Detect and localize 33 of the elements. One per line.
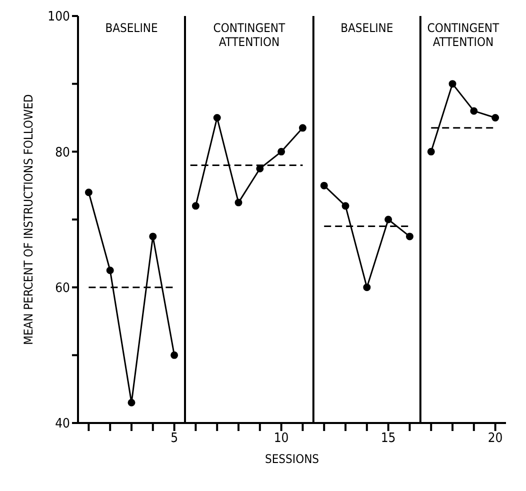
point [84, 188, 92, 196]
point [192, 202, 200, 210]
annotation: CONTINGENT ATTENTION [427, 21, 500, 49]
y-axis-title: MEAN PERCENT OF INSTRUCTIONS FOLLOWED [21, 94, 36, 345]
point [448, 80, 456, 88]
y-tick-label: 80 [55, 145, 70, 160]
point [384, 216, 392, 224]
point [234, 198, 242, 206]
y-tick-label: 40 [55, 416, 70, 432]
point [278, 148, 286, 156]
x-tick-label: 20 [488, 431, 503, 446]
point [213, 114, 221, 122]
point [492, 114, 500, 122]
x-tick-label: 5 [170, 431, 178, 446]
x-tick-label: 15 [380, 431, 396, 446]
point [128, 398, 136, 406]
point [320, 182, 328, 190]
annotation: CONTINGENT ATTENTION [213, 21, 286, 49]
x-axis-title: SESSIONS [265, 452, 320, 466]
point [342, 202, 350, 210]
annotation: BASELINE [340, 21, 394, 35]
x-tick-label: 10 [274, 431, 289, 446]
point [170, 351, 178, 359]
point [406, 232, 414, 240]
y-tick-label: 100 [48, 10, 70, 25]
point [363, 284, 371, 292]
annotation: BASELINE [105, 21, 158, 35]
point [106, 266, 114, 274]
point [470, 107, 478, 115]
y-tick-label: 60 [55, 280, 70, 296]
point [298, 124, 306, 132]
point [427, 148, 435, 156]
point [149, 232, 157, 240]
